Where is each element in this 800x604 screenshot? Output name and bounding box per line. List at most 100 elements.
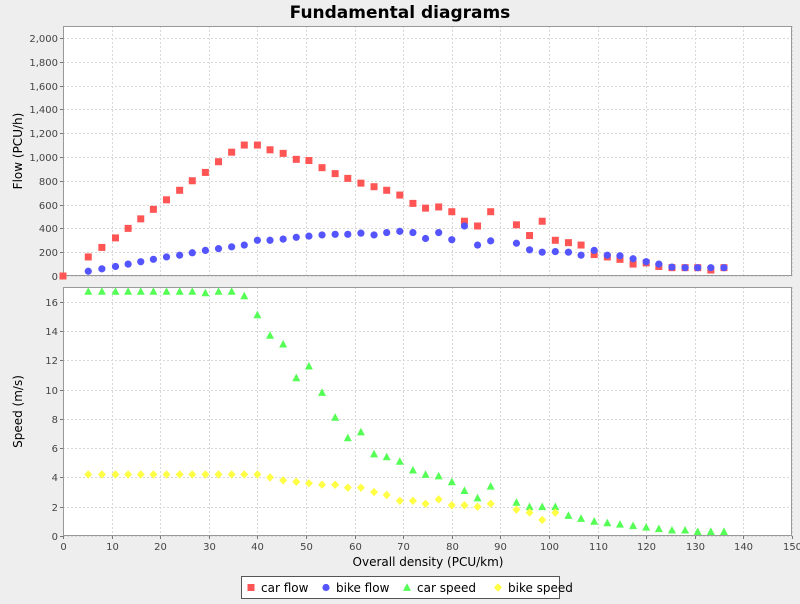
data-point — [344, 174, 352, 182]
data-point — [124, 260, 132, 268]
data-point — [214, 287, 223, 295]
data-point — [305, 232, 313, 240]
data-point — [292, 373, 301, 382]
flow-y-tick-label: 1,200 — [29, 129, 58, 140]
data-point — [136, 470, 145, 479]
data-point — [551, 508, 560, 517]
x-tick-label: 30 — [203, 542, 216, 553]
speed-y-tick-label: 2 — [52, 503, 58, 514]
flow-y-tick-label: 1,600 — [29, 82, 58, 93]
data-point — [292, 477, 301, 487]
x-tick-label: 40 — [251, 542, 264, 553]
data-point — [448, 208, 456, 216]
data-point — [240, 291, 249, 300]
data-point — [409, 199, 417, 207]
data-point — [331, 170, 339, 178]
data-point — [59, 272, 67, 280]
flow-grid — [63, 26, 793, 277]
data-point — [227, 470, 236, 479]
speed-plot-border — [63, 287, 792, 536]
flow-y-tick-label: 200 — [39, 248, 58, 259]
data-point — [447, 477, 456, 486]
data-point — [447, 501, 456, 510]
data-point — [395, 457, 404, 465]
data-point — [512, 498, 521, 506]
data-point — [149, 287, 158, 295]
flow-y-tick-label: 600 — [39, 201, 58, 212]
data-point — [551, 247, 559, 256]
data-point — [201, 470, 210, 479]
data-point — [279, 339, 288, 348]
data-point — [111, 470, 120, 479]
data-point — [720, 264, 728, 272]
x-tick-label: 10 — [106, 542, 119, 553]
data-point — [304, 361, 313, 370]
data-point — [266, 473, 275, 482]
data-point — [551, 502, 560, 511]
data-point — [382, 452, 391, 461]
x-tick-label: 70 — [397, 542, 410, 553]
x-tick-label: 90 — [494, 542, 507, 553]
x-tick-label: 120 — [637, 542, 656, 553]
data-point — [97, 287, 106, 295]
flow-y-tick-label: 2,000 — [29, 34, 58, 45]
data-point — [525, 502, 534, 511]
data-point — [706, 527, 715, 536]
speed-y-tick-label: 16 — [45, 298, 58, 309]
data-point — [434, 471, 443, 480]
data-point — [512, 221, 520, 229]
data-point — [590, 246, 598, 255]
legend-label: car flow — [261, 581, 309, 595]
data-point — [629, 255, 637, 263]
x-tick-label: 150 — [783, 542, 800, 553]
data-point — [266, 331, 275, 339]
data-point — [176, 251, 184, 259]
data-point — [266, 236, 274, 244]
data-point — [162, 287, 171, 295]
data-point — [473, 502, 482, 511]
speed-y-tick-label: 12 — [45, 356, 58, 367]
data-point — [137, 215, 145, 223]
data-point — [473, 241, 482, 249]
x-tick-label: 20 — [154, 542, 167, 553]
series-car-flow — [59, 141, 728, 280]
data-point — [603, 251, 611, 259]
data-point — [176, 186, 184, 194]
data-point — [214, 470, 223, 479]
data-point — [564, 511, 573, 519]
data-point — [577, 241, 585, 249]
data-point — [642, 523, 651, 531]
data-point — [266, 146, 274, 154]
data-point — [681, 525, 690, 534]
data-point — [228, 243, 236, 251]
data-point — [707, 264, 715, 272]
data-point — [603, 518, 612, 527]
data-point — [654, 524, 663, 533]
data-point — [421, 499, 430, 508]
data-point — [162, 253, 171, 261]
data-point — [590, 517, 599, 525]
series-bike-speed — [84, 470, 560, 525]
data-point — [137, 258, 145, 266]
data-point — [629, 521, 638, 530]
data-point — [667, 525, 676, 534]
data-point — [253, 236, 261, 244]
data-point — [538, 248, 546, 256]
x-axis-label: Overall density (PCU/km) — [353, 555, 504, 569]
data-point — [655, 260, 663, 268]
data-point — [577, 514, 586, 522]
data-point — [422, 204, 430, 212]
data-point — [564, 248, 573, 256]
data-point — [616, 252, 624, 260]
data-point — [318, 164, 326, 172]
flow-y-axis-label: Flow (PCU/h) — [11, 113, 25, 190]
legend: car flow bike flow car speed bike speed — [241, 576, 573, 599]
data-point — [163, 196, 171, 204]
data-point — [318, 388, 327, 396]
legend-label: car speed — [417, 581, 476, 595]
data-point — [525, 508, 534, 517]
data-point — [460, 486, 469, 494]
data-point — [460, 501, 469, 510]
speed-y-tick-label: 10 — [45, 386, 58, 397]
